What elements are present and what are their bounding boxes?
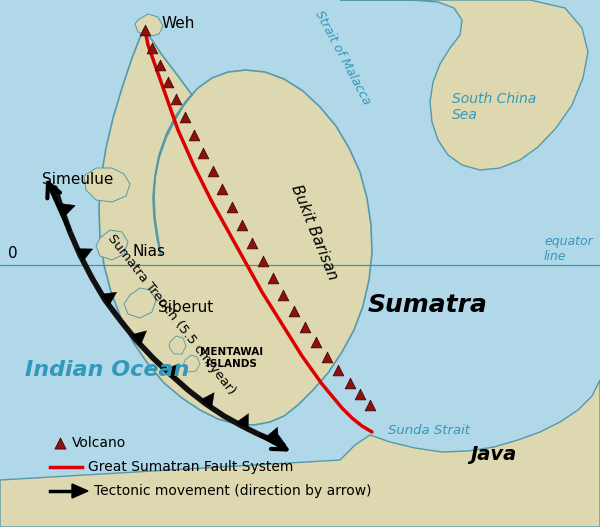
Text: Java: Java [470,445,516,464]
Polygon shape [200,393,214,408]
Polygon shape [72,484,88,498]
Polygon shape [340,0,588,170]
Point [208,167,218,175]
Text: Great Sumatran Fault System: Great Sumatran Fault System [88,460,293,474]
Polygon shape [96,230,128,260]
Point [217,185,227,193]
Polygon shape [266,427,278,443]
Text: South China
Sea: South China Sea [452,92,536,122]
Polygon shape [169,336,186,354]
Point [268,274,278,282]
Point [322,353,332,361]
Polygon shape [236,414,248,430]
Point [289,307,299,315]
Point [155,61,165,69]
Point [237,221,247,229]
Point [278,291,288,299]
Text: Sunda Strait: Sunda Strait [388,424,470,436]
Text: Indian Ocean: Indian Ocean [25,360,190,380]
Polygon shape [84,168,130,202]
Point [300,323,310,331]
Polygon shape [0,380,600,527]
Polygon shape [165,364,179,379]
Point [189,131,199,139]
Polygon shape [124,288,156,318]
Text: Volcano: Volcano [72,436,126,450]
Point [258,257,268,265]
Polygon shape [101,292,116,306]
Text: Strait of Malacca: Strait of Malacca [312,9,373,108]
Point [365,401,375,409]
Point [147,44,157,52]
Text: Simeulue: Simeulue [42,172,113,188]
Polygon shape [183,355,200,372]
Point [247,239,257,247]
Point [333,366,343,374]
Point [355,390,365,398]
Point [140,26,150,34]
Polygon shape [99,30,372,425]
Polygon shape [60,203,75,217]
Text: Bukit Barisan: Bukit Barisan [288,182,340,282]
Text: Nias: Nias [132,245,165,259]
Text: 0: 0 [8,246,17,261]
Text: Siberut: Siberut [158,299,213,315]
Point [345,379,355,387]
Point [311,338,321,346]
Text: MENTAWAI
ISLANDS: MENTAWAI ISLANDS [200,347,263,369]
Polygon shape [135,14,163,37]
Point [198,149,208,157]
Point [163,78,173,86]
Point [171,95,181,103]
Text: Weh: Weh [162,16,196,32]
Polygon shape [131,331,146,345]
Text: Tectonic movement (direction by arrow): Tectonic movement (direction by arrow) [94,484,371,498]
Text: equator
line: equator line [544,235,593,263]
Text: Sumatra: Sumatra [368,293,488,317]
Point [180,113,190,121]
Text: Sumatra Trench (5.5 cm/year): Sumatra Trench (5.5 cm/year) [105,232,238,397]
Point [55,439,65,447]
Polygon shape [77,249,92,261]
Point [227,203,237,211]
